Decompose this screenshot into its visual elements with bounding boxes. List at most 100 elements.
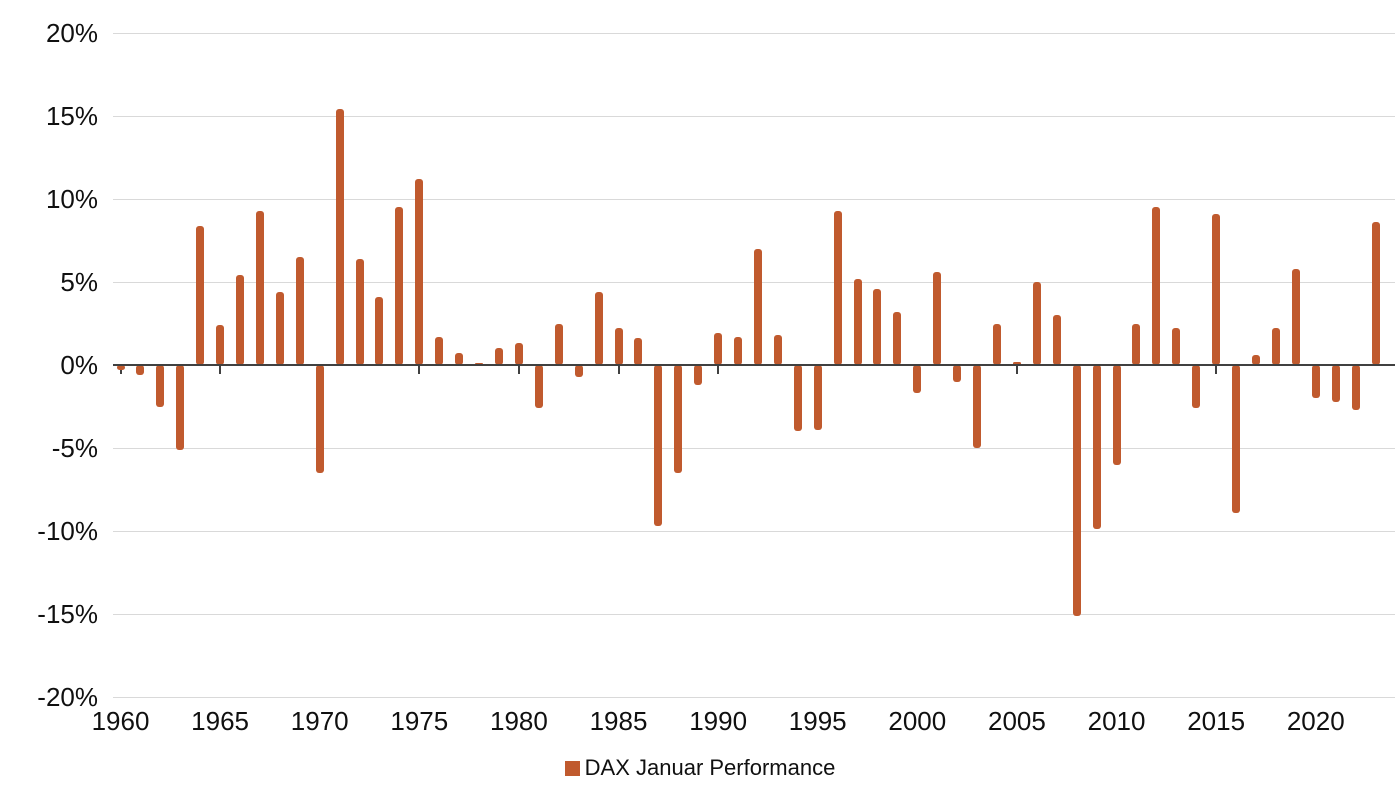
x-tick-label-1965: 1965 <box>191 706 250 736</box>
gridline-15 <box>113 116 1395 117</box>
bar-1979 <box>494 348 503 365</box>
gridline-10 <box>113 199 1395 200</box>
x-tick-mark-2015 <box>1215 365 1218 374</box>
y-tick-label--15%: -15% <box>37 599 98 629</box>
x-tick-mark-1975 <box>418 365 421 374</box>
bar-2014 <box>1192 365 1201 409</box>
x-tick-label-1970: 1970 <box>290 706 349 736</box>
x-tick-label-1975: 1975 <box>390 706 449 736</box>
bar-2017 <box>1251 355 1260 365</box>
bar-2021 <box>1331 365 1340 402</box>
bar-1983 <box>574 365 583 377</box>
bar-1982 <box>554 323 563 365</box>
bar-1977 <box>455 353 464 365</box>
bar-1963 <box>176 365 185 450</box>
zero-axis-line <box>113 364 1395 366</box>
bar-1997 <box>853 278 862 365</box>
bar-1968 <box>275 291 284 365</box>
y-tick-label-15%: 15% <box>45 101 98 131</box>
bar-1970 <box>315 365 324 473</box>
legend-swatch <box>564 760 580 776</box>
bar-1961 <box>136 365 145 375</box>
bar-2022 <box>1351 365 1360 410</box>
bar-1995 <box>813 365 822 430</box>
gridline--15 <box>113 614 1395 615</box>
bar-2016 <box>1232 365 1241 513</box>
gridline--10 <box>113 531 1395 532</box>
bar-1967 <box>255 210 264 365</box>
x-tick-label-2010: 2010 <box>1087 706 1146 736</box>
bar-2001 <box>933 272 942 365</box>
bar-1989 <box>694 365 703 385</box>
bar-1974 <box>395 207 404 365</box>
bar-1981 <box>534 365 543 409</box>
bar-2023 <box>1371 222 1380 365</box>
bar-1993 <box>773 335 782 365</box>
x-tick-label-1990: 1990 <box>689 706 748 736</box>
x-tick-mark-2005 <box>1015 365 1018 374</box>
bar-2019 <box>1291 268 1300 365</box>
bar-2009 <box>1092 365 1101 530</box>
bar-2015 <box>1212 213 1221 365</box>
bar-2012 <box>1152 207 1161 365</box>
bar-1987 <box>654 365 663 527</box>
x-tick-label-1980: 1980 <box>489 706 548 736</box>
bar-2002 <box>953 365 962 382</box>
gridline--20 <box>113 697 1395 698</box>
x-tick-label-2015: 2015 <box>1187 706 1246 736</box>
bar-1988 <box>674 365 683 473</box>
gridline--5 <box>113 448 1395 449</box>
y-tick-label--10%: -10% <box>37 516 98 546</box>
bar-1964 <box>196 225 205 365</box>
x-tick-label-1985: 1985 <box>589 706 648 736</box>
x-tick-mark-1980 <box>517 365 520 374</box>
x-tick-label-2020: 2020 <box>1286 706 1345 736</box>
x-tick-mark-1985 <box>617 365 620 374</box>
bar-2011 <box>1132 323 1141 365</box>
y-tick-label--20%: -20% <box>37 682 98 712</box>
bar-1965 <box>216 325 225 365</box>
y-tick-label-5%: 5% <box>60 267 98 297</box>
plot-area <box>113 33 1395 698</box>
x-tick-label-2005: 2005 <box>988 706 1046 736</box>
x-tick-label-2000: 2000 <box>888 706 947 736</box>
bar-1962 <box>156 365 165 407</box>
x-tick-mark-1965 <box>219 365 222 374</box>
bar-2020 <box>1311 365 1320 399</box>
bar-1972 <box>355 258 364 365</box>
bar-1980 <box>514 343 523 365</box>
bar-1976 <box>435 336 444 365</box>
x-tick-label-1960: 1960 <box>91 706 150 736</box>
bar-1971 <box>335 109 344 365</box>
bar-1992 <box>753 248 762 365</box>
bar-2007 <box>1052 315 1061 365</box>
bar-2003 <box>973 365 982 448</box>
bar-1996 <box>833 210 842 365</box>
y-tick-label-0%: 0% <box>60 350 98 380</box>
bar-2004 <box>993 323 1001 365</box>
bar-1975 <box>415 179 424 365</box>
bar-2010 <box>1112 365 1121 465</box>
bar-1973 <box>375 296 384 365</box>
bar-2000 <box>913 365 922 394</box>
bar-1985 <box>614 328 623 365</box>
x-tick-label-1995: 1995 <box>788 706 847 736</box>
y-tick-label-10%: 10% <box>45 184 98 214</box>
y-tick-label--5%: -5% <box>51 433 98 463</box>
gridline-20 <box>113 33 1395 34</box>
bar-2006 <box>1032 282 1041 365</box>
bar-1990 <box>714 333 723 365</box>
x-tick-mark-1990 <box>717 365 720 374</box>
bar-1999 <box>893 311 902 365</box>
bar-1984 <box>594 291 603 365</box>
bar-1991 <box>734 336 743 365</box>
bar-1998 <box>873 288 882 365</box>
bar-2005 <box>1012 361 1021 365</box>
legend: DAX Januar Performance <box>0 755 1400 781</box>
bar-2008 <box>1072 365 1081 616</box>
bar-2018 <box>1271 328 1280 365</box>
bar-1969 <box>295 257 304 365</box>
bar-1994 <box>793 365 802 432</box>
bar-1986 <box>634 338 643 365</box>
